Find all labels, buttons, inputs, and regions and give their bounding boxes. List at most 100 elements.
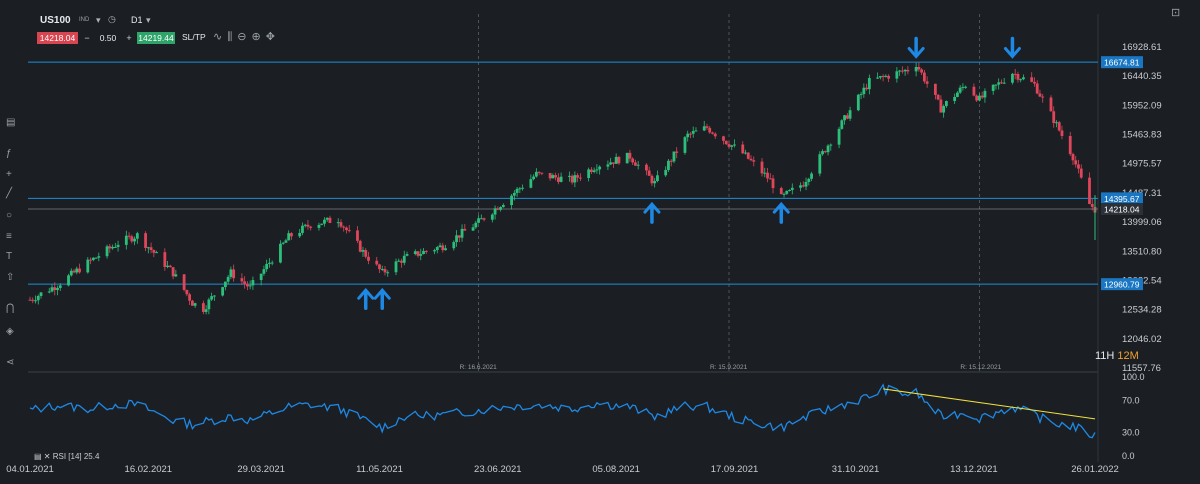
fullscreen-icon[interactable]: ⊡: [1171, 7, 1181, 19]
candle-body: [149, 247, 153, 251]
candle-body: [240, 278, 244, 282]
line-tool-icon[interactable]: ╱: [6, 188, 13, 199]
buy-price-button[interactable]: 14219.44: [137, 32, 175, 44]
candle-body: [232, 269, 236, 279]
timeframe-select[interactable]: D1: [131, 15, 143, 25]
candle-body: [1002, 82, 1006, 84]
candle-body: [840, 120, 844, 129]
zoom-out-icon[interactable]: ⊖: [237, 31, 252, 43]
candle-body: [556, 177, 560, 182]
candle-body: [39, 292, 43, 296]
candle-body: [686, 133, 690, 138]
function-icon[interactable]: ƒ: [6, 148, 12, 159]
candle-body: [499, 207, 502, 210]
candle-body: [133, 238, 136, 242]
candle-body: [455, 235, 458, 243]
move-icon[interactable]: ✥: [265, 31, 280, 43]
candle-body: [223, 281, 227, 288]
clock-icon[interactable]: ◷: [108, 14, 116, 24]
candle-body: [229, 269, 233, 277]
candle-body: [821, 151, 824, 155]
sell-price-button[interactable]: 14218.04: [37, 32, 78, 44]
candle-body: [474, 222, 478, 228]
candle-body: [113, 246, 117, 248]
candle-body: [683, 137, 687, 153]
panel-icon[interactable]: ▤: [6, 117, 16, 128]
candle-body: [711, 132, 714, 134]
candle-body: [749, 158, 753, 161]
candle-body: [512, 192, 516, 196]
candle-body: [592, 170, 596, 172]
dropdown-icon[interactable]: ▾: [96, 15, 101, 25]
candle-body: [386, 272, 390, 274]
share-icon[interactable]: ⋖: [6, 357, 15, 368]
candle-body: [953, 96, 957, 102]
candle-body: [463, 228, 467, 231]
price-tick-label: 16440.35: [1122, 71, 1162, 82]
candle-body: [380, 268, 384, 270]
candle-body: [612, 162, 615, 164]
candle-body: [920, 69, 924, 73]
arrow-tool-icon[interactable]: ⇧: [6, 272, 15, 283]
candle-body: [540, 172, 544, 174]
candle-body: [518, 188, 522, 190]
date-tick-label: 05.08.2021: [592, 464, 640, 475]
candle-body: [702, 126, 706, 131]
zoom-in-icon[interactable]: ⊕: [251, 31, 266, 43]
candle-body: [56, 287, 59, 291]
candle-body: [397, 260, 401, 262]
chart-tools[interactable]: ∿⫼⊖⊕✥: [213, 30, 280, 44]
candle-body: [722, 136, 725, 141]
candle-body: [790, 187, 794, 191]
candle-body: [339, 222, 343, 227]
magnet-icon[interactable]: ⋂: [6, 303, 15, 314]
candle-body: [983, 90, 987, 98]
candle-body: [135, 233, 139, 239]
timeframe-dropdown-icon[interactable]: ▾: [146, 15, 151, 25]
candle-body: [515, 188, 519, 193]
candle-body: [705, 126, 709, 128]
layers-icon[interactable]: ◈: [6, 326, 14, 337]
candle-body: [182, 274, 186, 290]
candle-body: [301, 225, 304, 233]
candle-body: [807, 178, 811, 182]
candle-body: [865, 87, 868, 90]
arrow-up-icon: [643, 201, 661, 224]
date-tick-label: 04.01.2021: [6, 464, 54, 475]
sltp-button[interactable]: SL/TP: [182, 32, 206, 42]
candle-body: [185, 289, 189, 295]
candle-body: [345, 227, 348, 231]
candle-body: [978, 95, 981, 101]
crosshair-icon[interactable]: +: [6, 169, 12, 180]
line-chart-icon[interactable]: ∿: [213, 31, 228, 43]
text-tool-icon[interactable]: T: [6, 251, 13, 262]
candle-body: [86, 259, 90, 273]
candle-body: [31, 299, 35, 301]
candle-body: [1016, 73, 1020, 80]
candle-body: [452, 242, 456, 249]
candle-body: [1071, 154, 1075, 161]
candle-body: [881, 76, 885, 78]
circle-tool-icon[interactable]: ○: [6, 210, 13, 221]
rsi-tick-label: 70.0: [1122, 396, 1140, 406]
fib-tool-icon[interactable]: ≡: [6, 231, 12, 242]
candle-body: [606, 164, 610, 167]
countdown-label: 11H 12M: [1095, 350, 1139, 362]
symbol-label[interactable]: US100: [40, 15, 71, 26]
candle-body: [876, 77, 879, 79]
candle-body: [67, 275, 70, 286]
candles-icon[interactable]: ⫼: [227, 31, 238, 43]
candle-body: [471, 227, 475, 231]
candle-body: [887, 75, 891, 79]
candle-body: [961, 86, 965, 88]
quantity-input[interactable]: 0.50: [99, 33, 117, 43]
candle-body: [320, 223, 324, 225]
rollover-label: R: 16.6.2021: [460, 364, 498, 371]
candle-body: [631, 158, 635, 163]
price-tick-label: 13510.80: [1122, 246, 1162, 257]
candle-body: [28, 299, 32, 301]
candle-body: [279, 243, 282, 263]
quantity-increase-button[interactable]: +: [126, 33, 132, 43]
quantity-decrease-button[interactable]: −: [84, 33, 90, 43]
